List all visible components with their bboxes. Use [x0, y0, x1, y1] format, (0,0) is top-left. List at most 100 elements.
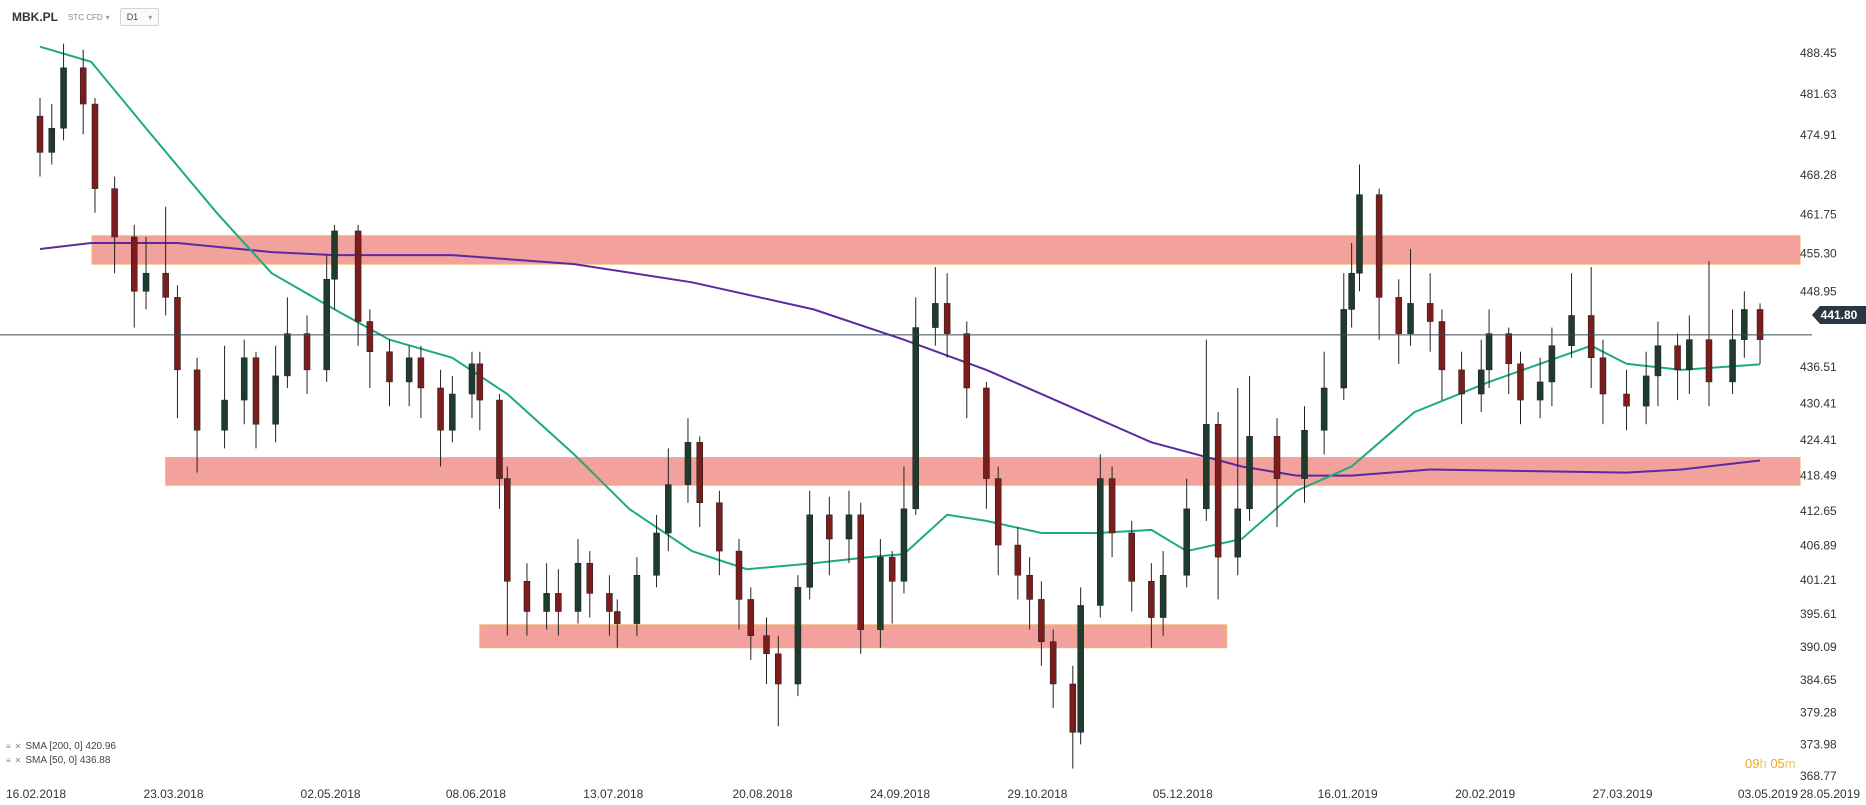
candle-up[interactable] — [449, 375, 456, 443]
candle-up[interactable] — [1077, 587, 1084, 745]
candle-up[interactable] — [272, 345, 279, 443]
candle-down[interactable] — [111, 176, 118, 274]
candle-down[interactable] — [1273, 418, 1281, 527]
candle-down[interactable] — [1623, 369, 1630, 431]
candle-down[interactable] — [1505, 327, 1512, 395]
candle-up[interactable] — [912, 297, 919, 515]
candle-down[interactable] — [963, 321, 971, 419]
candle-up[interactable] — [653, 514, 660, 588]
candle-down[interactable] — [735, 539, 743, 630]
candle-up[interactable] — [1686, 315, 1693, 395]
close-icon[interactable]: ✕ — [14, 756, 22, 765]
legend-item-sma-200[interactable]: ≡ ✕ SMA [200, 0] 420.96 — [6, 741, 116, 752]
candle-down[interactable] — [417, 345, 425, 419]
instrument-type-selector[interactable]: STC CFD ▾ — [68, 13, 110, 22]
timeframe-selector[interactable]: D1 ▾ — [119, 8, 160, 26]
candle-down[interactable] — [555, 569, 562, 636]
candle-up[interactable] — [284, 297, 291, 388]
candle-up[interactable] — [1097, 454, 1104, 618]
candle-down[interactable] — [1014, 526, 1022, 600]
candle-up[interactable] — [1477, 339, 1485, 413]
candle-up[interactable] — [1536, 357, 1544, 419]
candle-down[interactable] — [386, 339, 393, 407]
candle-up[interactable] — [1340, 273, 1348, 401]
candle-down[interactable] — [1108, 466, 1116, 558]
candle-up[interactable] — [1203, 339, 1210, 521]
candle-down[interactable] — [1069, 665, 1077, 769]
candle-up[interactable] — [1183, 478, 1190, 588]
candle-down[interactable] — [696, 436, 703, 527]
candle-down[interactable] — [888, 551, 896, 624]
candle-up[interactable] — [1246, 375, 1253, 521]
candle-down[interactable] — [437, 369, 444, 467]
candle-up[interactable] — [142, 236, 150, 310]
candle-up[interactable] — [468, 351, 476, 419]
candle-down[interactable] — [1705, 261, 1713, 407]
candle-up[interactable] — [574, 539, 582, 624]
candle-down[interactable] — [1517, 351, 1524, 425]
candle-up[interactable] — [900, 466, 908, 594]
candle-down[interactable] — [193, 357, 201, 473]
candle-down[interactable] — [614, 599, 621, 648]
candle-up[interactable] — [794, 575, 802, 697]
candle-down[interactable] — [716, 490, 723, 576]
candle-up[interactable] — [323, 255, 330, 382]
candle-up[interactable] — [665, 448, 672, 552]
candle-down[interactable] — [1395, 279, 1403, 364]
candle-down[interactable] — [1674, 333, 1681, 401]
candle-up[interactable] — [1642, 351, 1650, 425]
candle-down[interactable] — [366, 309, 374, 388]
candle-down[interactable] — [523, 563, 531, 636]
candle-up[interactable] — [932, 267, 939, 346]
candle-up[interactable] — [1301, 406, 1308, 503]
candle-up[interactable] — [806, 490, 813, 600]
candle-up[interactable] — [1348, 242, 1355, 328]
candle-up[interactable] — [1654, 321, 1662, 407]
candle-up[interactable] — [1159, 551, 1167, 636]
candle-down[interactable] — [174, 285, 181, 419]
candle-down[interactable] — [1214, 412, 1222, 600]
candle-down[interactable] — [943, 273, 951, 358]
candle-up[interactable] — [1548, 327, 1556, 407]
candle-down[interactable] — [476, 351, 484, 431]
candle-up[interactable] — [1407, 249, 1414, 346]
candle-down[interactable] — [1458, 351, 1465, 425]
candle-up[interactable] — [48, 104, 56, 165]
candle-up[interactable] — [221, 345, 228, 449]
candle-down[interactable] — [1026, 557, 1033, 630]
candle-up[interactable] — [240, 339, 248, 425]
candle-down[interactable] — [303, 315, 311, 395]
candle-up[interactable] — [633, 557, 641, 636]
candle-up[interactable] — [1729, 309, 1736, 395]
candle-down[interactable] — [504, 466, 511, 636]
candle-down[interactable] — [1426, 273, 1434, 352]
candle-down[interactable] — [36, 98, 44, 177]
candle-down[interactable] — [354, 224, 362, 346]
candle-up[interactable] — [1234, 387, 1241, 576]
candle-down[interactable] — [130, 224, 138, 328]
candle-down[interactable] — [1148, 563, 1155, 648]
candle-up[interactable] — [1485, 309, 1493, 388]
symbol-label[interactable]: MBK.PL — [12, 10, 58, 24]
candle-up[interactable] — [60, 43, 67, 141]
candle-down[interactable] — [1038, 581, 1045, 666]
candle-down[interactable] — [79, 49, 87, 135]
candle-down[interactable] — [91, 98, 99, 213]
close-icon[interactable]: ✕ — [14, 742, 22, 751]
candle-up[interactable] — [684, 418, 692, 503]
candle-up[interactable] — [1320, 351, 1328, 455]
candle-down[interactable] — [1049, 629, 1057, 709]
candle-down[interactable] — [496, 394, 503, 509]
candle-down[interactable] — [983, 381, 990, 509]
legend-item-sma-50[interactable]: ≡ ✕ SMA [50, 0] 436.88 — [6, 755, 110, 766]
candle-up[interactable] — [543, 563, 550, 630]
candle-down[interactable] — [1438, 309, 1446, 401]
candle-down[interactable] — [763, 617, 770, 684]
candle-up[interactable] — [1356, 164, 1363, 292]
candle-up[interactable] — [845, 490, 853, 564]
candle-down[interactable] — [775, 635, 782, 727]
candle-down[interactable] — [606, 575, 613, 636]
candle-down[interactable] — [252, 351, 260, 449]
candle-down[interactable] — [586, 551, 594, 618]
